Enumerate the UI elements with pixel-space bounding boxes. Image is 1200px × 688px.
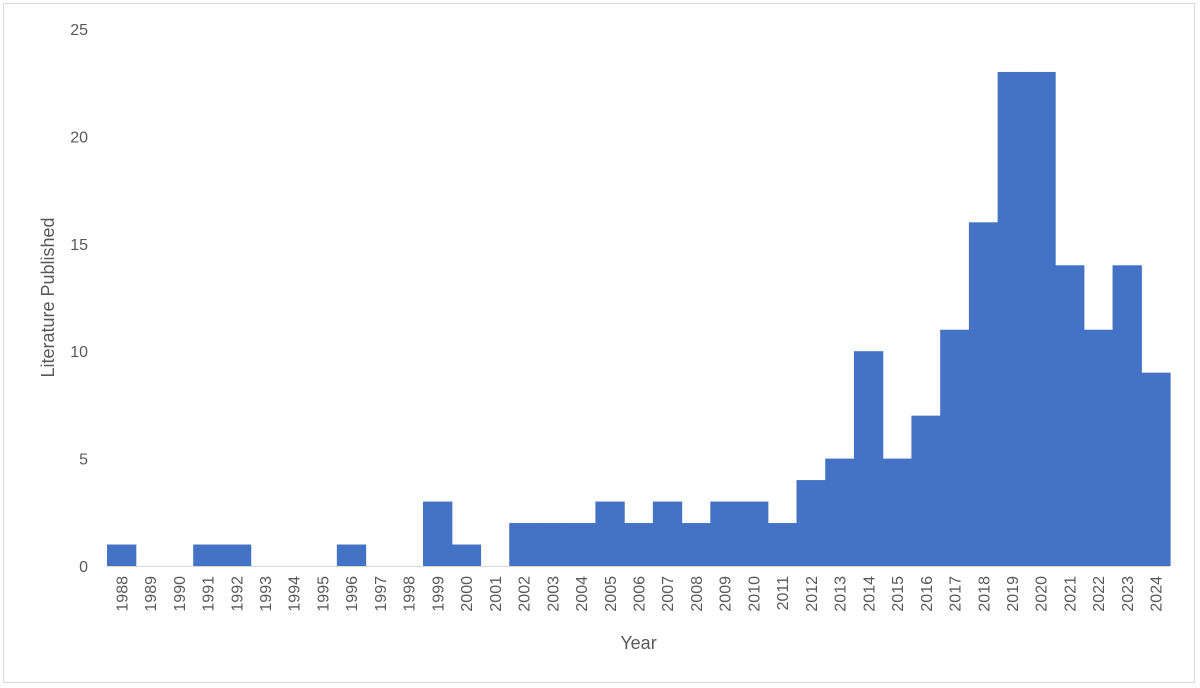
- bar-1988: [107, 544, 137, 566]
- x-tick-label: 2020: [1034, 576, 1051, 612]
- bar-1999: [423, 501, 453, 566]
- x-tick-label: 2019: [1005, 576, 1022, 612]
- bar-2003: [537, 523, 568, 566]
- bar-2015: [882, 458, 913, 566]
- bar-2013: [825, 458, 855, 566]
- bar-1996: [336, 544, 367, 566]
- x-tick-label: 2001: [488, 576, 505, 612]
- x-tick-label: 2011: [775, 576, 792, 611]
- bar-2010: [739, 501, 769, 566]
- x-tick-label: 2010: [746, 576, 763, 612]
- x-tick-label: 2021: [1062, 576, 1079, 612]
- bar-2006: [624, 523, 654, 566]
- bar-2022: [1083, 329, 1114, 566]
- bar-2018: [968, 222, 999, 566]
- x-tick-label: 2014: [861, 576, 878, 612]
- bar-2024: [1141, 372, 1171, 566]
- bar-2020: [1026, 71, 1056, 567]
- x-tick-label: 2002: [517, 576, 534, 612]
- x-tick-label: 2004: [574, 576, 591, 612]
- bar-2008: [681, 523, 711, 566]
- bar-2014: [853, 351, 884, 566]
- y-tick-label: 5: [79, 452, 88, 469]
- y-axis-title: Literature Published: [38, 217, 58, 377]
- x-tick-label: 1989: [143, 576, 160, 612]
- x-tick-label: 2003: [545, 576, 562, 612]
- x-tick-label: 1999: [430, 576, 447, 612]
- bar-2009: [710, 501, 740, 566]
- x-tick-label: 2005: [603, 576, 620, 612]
- x-tick-label: 2009: [718, 576, 735, 612]
- y-tick-label: 10: [70, 344, 88, 361]
- bar-2012: [796, 480, 826, 566]
- x-tick-label: 1995: [315, 576, 332, 612]
- x-tick-label: 1997: [373, 576, 390, 612]
- x-tick-label: 1990: [172, 576, 189, 612]
- x-tick-label: 1988: [114, 576, 131, 612]
- x-tick-label: 2022: [1091, 576, 1108, 612]
- y-tick-label: 0: [79, 559, 88, 576]
- bar-2023: [1112, 265, 1142, 566]
- x-tick-label: 2015: [890, 576, 907, 612]
- x-tick-label: 2012: [804, 576, 821, 612]
- bar-2016: [911, 415, 941, 566]
- x-tick-label: 2013: [833, 576, 850, 612]
- x-tick-label: 2008: [689, 576, 706, 612]
- x-tick-label: 2007: [660, 576, 677, 612]
- x-tick-label: 2024: [1149, 576, 1166, 612]
- x-axis-title: Year: [620, 633, 656, 653]
- bar-2004: [566, 523, 597, 566]
- bar-1991: [193, 544, 223, 566]
- x-tick-label: 2018: [976, 576, 993, 612]
- x-tick-label: 2006: [632, 576, 649, 612]
- y-tick-label: 25: [70, 22, 88, 39]
- bar-2019: [997, 71, 1027, 567]
- x-tick-label: 2017: [948, 576, 965, 612]
- x-axis-ticks: 1988 1989 1990 1991 1992 1993 1994 1995 1996 1997…: [114, 576, 1165, 612]
- x-tick-label: 1996: [344, 576, 361, 612]
- bar-2007: [652, 501, 683, 566]
- bars-group: [107, 71, 1171, 567]
- y-axis-ticks: 0 5 10 15 20 25: [70, 22, 88, 576]
- x-tick-label: 1998: [402, 576, 419, 612]
- bar-2017: [940, 329, 970, 566]
- bar-2002: [509, 523, 539, 566]
- x-tick-label: 2000: [459, 576, 476, 612]
- bar-1992: [221, 544, 252, 566]
- x-tick-label: 1991: [201, 576, 218, 612]
- x-tick-label: 2016: [919, 576, 936, 612]
- x-tick-label: 1993: [258, 576, 275, 612]
- x-tick-label: 2023: [1120, 576, 1137, 612]
- y-tick-label: 15: [70, 237, 88, 254]
- bar-2005: [595, 501, 625, 566]
- bar-2021: [1055, 265, 1085, 566]
- bar-2011: [767, 523, 798, 566]
- x-tick-label: 1994: [287, 576, 304, 612]
- y-tick-label: 20: [70, 129, 88, 146]
- x-tick-label: 1992: [229, 576, 246, 612]
- bar-2000: [451, 544, 482, 566]
